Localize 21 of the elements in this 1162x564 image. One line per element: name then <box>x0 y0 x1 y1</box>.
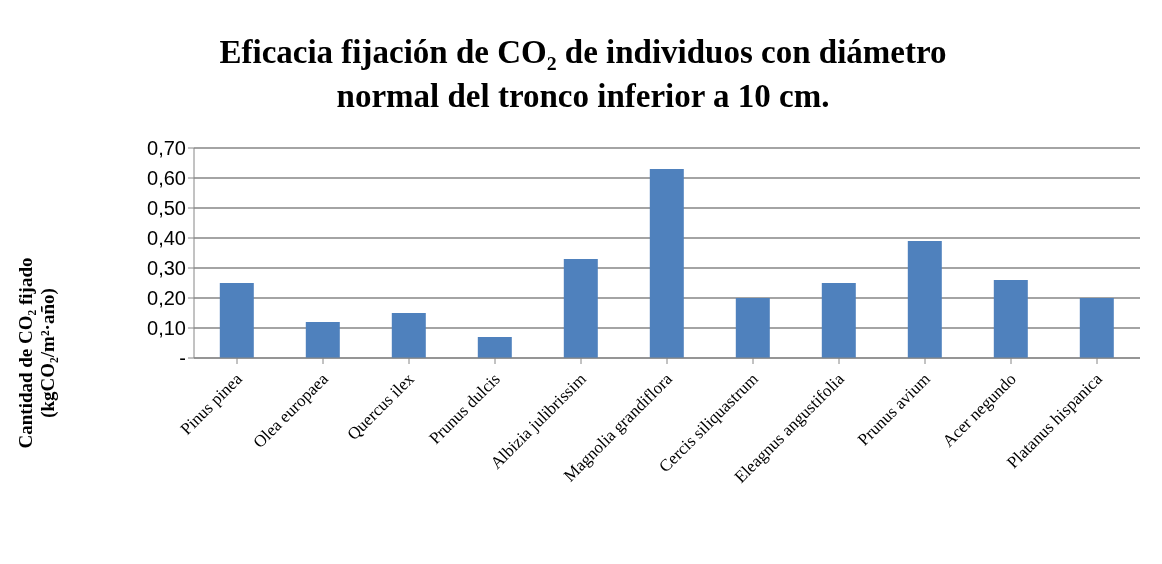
bar <box>993 280 1028 358</box>
bar <box>219 283 254 358</box>
y-axis-title: Cantidad de CO₂ fijado (kgCO₂/m²·año) <box>15 257 59 449</box>
y-tick-label: 0,30 <box>147 257 186 280</box>
y-tick-label: 0,60 <box>147 167 186 190</box>
bar <box>305 322 340 358</box>
bar <box>649 169 684 358</box>
y-tick-label: 0,20 <box>147 287 186 310</box>
y-tick-label: - <box>179 347 186 370</box>
y-tick-label: 0,50 <box>147 197 186 220</box>
y-tick-label: 0,40 <box>147 227 186 250</box>
bar <box>563 259 598 358</box>
y-tick-label: 0,70 <box>147 137 186 160</box>
chart-title: Eficacia fijación de CO₂ de individuos con diámetro normal del tronco inferior a 10 cm. <box>218 33 948 116</box>
y-tick-label: 0,10 <box>147 317 186 340</box>
bar <box>821 283 856 358</box>
bar <box>735 298 770 358</box>
bar <box>477 337 512 358</box>
bar <box>907 241 942 358</box>
bar <box>391 313 426 358</box>
bar <box>1079 298 1114 358</box>
